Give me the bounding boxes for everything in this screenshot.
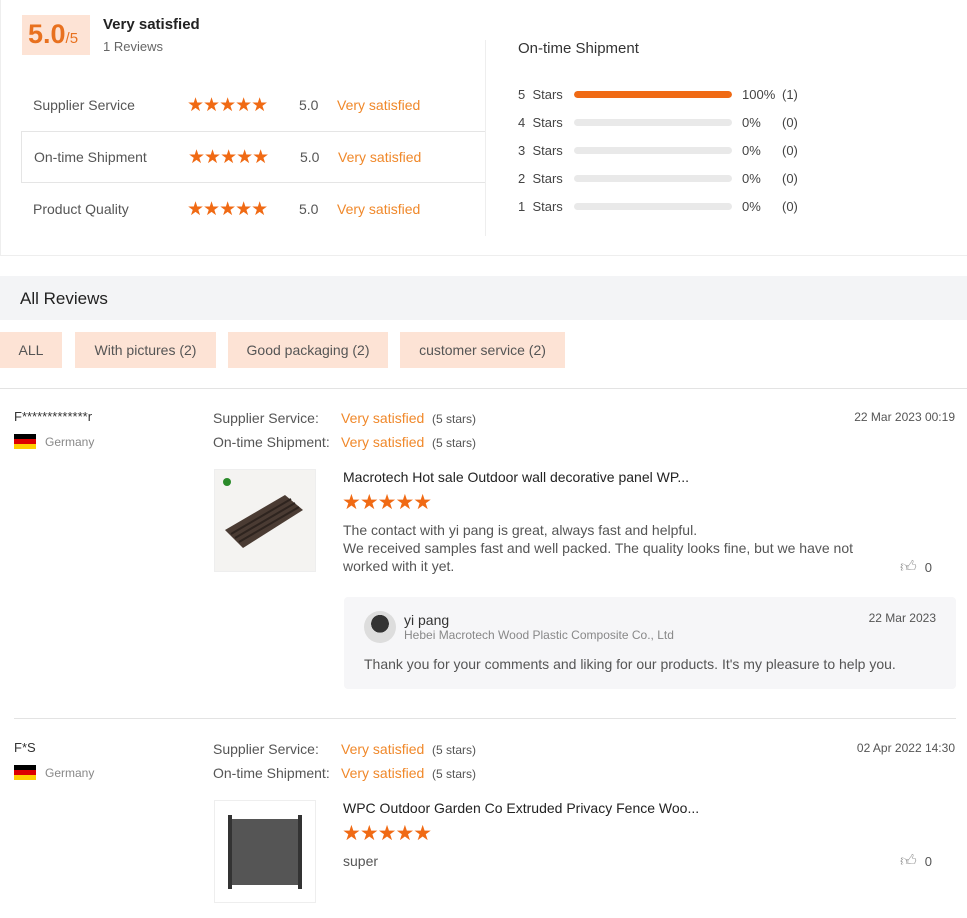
count: (0) bbox=[782, 142, 798, 158]
shipment-value: Very satisfied bbox=[341, 434, 425, 450]
progress-bar bbox=[574, 90, 732, 98]
germany-flag-icon bbox=[14, 434, 36, 449]
review-date: 22 Mar 2023 00:19 bbox=[854, 410, 955, 424]
like-count: 0 bbox=[924, 854, 932, 869]
row-text: Very satisfied bbox=[337, 97, 421, 113]
count: (0) bbox=[782, 170, 798, 186]
rating-summary bbox=[0, 0, 967, 256]
product-thumbnail[interactable] bbox=[214, 469, 316, 572]
distribution-row: 5 Stars 100% (1) bbox=[518, 84, 798, 104]
rating-row-on-time-shipment[interactable]: On-time Shipment ★★★★★ 5.0 Very satisfied bbox=[21, 131, 486, 183]
all-reviews-header: All Reviews bbox=[0, 276, 967, 320]
row-value: 5.0 bbox=[299, 201, 319, 217]
progress-bar bbox=[574, 118, 732, 126]
score-value: 5.0 bbox=[28, 19, 66, 49]
progress-fill bbox=[574, 90, 732, 98]
distribution-row: 4 Stars 0% (0) bbox=[518, 112, 798, 132]
germany-flag-icon bbox=[14, 765, 36, 780]
percent: 0% bbox=[742, 114, 761, 130]
overall-score: 5.0/5 bbox=[22, 15, 90, 55]
shipment-stars: (5 stars) bbox=[432, 436, 477, 450]
row-text: Very satisfied bbox=[337, 201, 421, 217]
supplier-service-stars: (5 stars) bbox=[432, 412, 477, 426]
reviewer-name: F*************r bbox=[14, 409, 93, 424]
supplier-service-label: Supplier Service: bbox=[213, 410, 319, 426]
rating-row-product-quality[interactable]: Product Quality ★★★★★ 5.0 Very satisfied bbox=[21, 183, 486, 235]
like-count: 0 bbox=[924, 560, 932, 575]
star-icons: ★★★★★ bbox=[188, 146, 269, 168]
distribution-title: On-time Shipment bbox=[518, 40, 639, 57]
shipment-value: Very satisfied bbox=[341, 765, 425, 781]
product-title-link[interactable]: Macrotech Hot sale Outdoor wall decorati… bbox=[343, 469, 690, 485]
review-date: 02 Apr 2022 14:30 bbox=[856, 741, 955, 755]
row-label: Product Quality bbox=[33, 201, 129, 217]
reviewer-country: Germany bbox=[45, 766, 95, 780]
star-label: 5 Stars bbox=[518, 86, 563, 102]
count: (1) bbox=[782, 86, 798, 102]
count: (0) bbox=[782, 198, 798, 214]
row-value: 5.0 bbox=[299, 97, 319, 113]
distribution-row: 1 Stars 0% (0) bbox=[518, 196, 798, 216]
row-text: Very satisfied bbox=[338, 149, 422, 165]
reviewer-name: F*S bbox=[14, 740, 36, 755]
row-label: Supplier Service bbox=[33, 97, 135, 113]
percent: 100% bbox=[742, 86, 776, 102]
row-value: 5.0 bbox=[300, 149, 320, 165]
star-label: 1 Stars bbox=[518, 198, 563, 214]
divider bbox=[0, 388, 967, 389]
shipment-label: On-time Shipment: bbox=[213, 434, 330, 450]
shipment-stars: (5 stars) bbox=[432, 767, 477, 781]
like-button[interactable]: 👍︎ 0 bbox=[900, 852, 932, 871]
supplier-service-stars: (5 stars) bbox=[432, 743, 477, 757]
star-icons: ★★★★★ bbox=[342, 491, 432, 514]
reply-name: yi pang bbox=[404, 612, 450, 628]
supplier-service-value: Very satisfied bbox=[341, 741, 425, 757]
shipment-label: On-time Shipment: bbox=[213, 765, 330, 781]
reply-date: 22 Mar 2023 bbox=[868, 611, 936, 625]
progress-bar bbox=[574, 174, 732, 182]
count: (0) bbox=[782, 114, 798, 130]
review-text: super bbox=[343, 853, 379, 869]
score-max: /5 bbox=[65, 30, 79, 47]
rating-row-supplier-service[interactable]: Supplier Service ★★★★★ 5.0 Very satisfied bbox=[21, 79, 486, 131]
star-label: 2 Stars bbox=[518, 170, 563, 186]
divider bbox=[485, 40, 486, 236]
product-title-link[interactable]: WPC Outdoor Garden Co Extruded Privacy F… bbox=[343, 800, 700, 816]
distribution-row: 3 Stars 0% (0) bbox=[518, 140, 798, 160]
review-text: The contact with yi pang is great, alway… bbox=[343, 521, 863, 575]
star-icons: ★★★★★ bbox=[187, 198, 268, 220]
star-label: 4 Stars bbox=[518, 114, 563, 130]
supplier-service-label: Supplier Service: bbox=[213, 741, 319, 757]
overall-satisfaction: Very satisfied bbox=[103, 16, 200, 33]
reply-text: Thank you for your comments and liking f… bbox=[364, 656, 896, 672]
star-icons: ★★★★★ bbox=[187, 94, 268, 116]
product-thumbnail[interactable] bbox=[214, 800, 316, 903]
review-count: 1 Reviews bbox=[103, 39, 163, 54]
avatar bbox=[364, 611, 396, 643]
distribution-row: 2 Stars 0% (0) bbox=[518, 168, 798, 188]
filter-all[interactable]: ALL bbox=[0, 332, 62, 368]
percent: 0% bbox=[742, 142, 761, 158]
progress-bar bbox=[574, 202, 732, 210]
thumbs-up-icon: 👍︎ bbox=[900, 559, 917, 576]
supplier-service-value: Very satisfied bbox=[341, 410, 425, 426]
filter-customer-service[interactable]: customer service (2) bbox=[400, 332, 565, 368]
progress-bar bbox=[574, 146, 732, 154]
star-icons: ★★★★★ bbox=[342, 822, 432, 845]
filter-with-pictures[interactable]: With pictures (2) bbox=[75, 332, 216, 368]
filter-good-packaging[interactable]: Good packaging (2) bbox=[228, 332, 388, 368]
thumbs-up-icon: 👍︎ bbox=[900, 853, 917, 870]
reviewer-country: Germany bbox=[45, 435, 95, 449]
review-text-line: The contact with yi pang is great, alway… bbox=[343, 522, 698, 538]
row-label: On-time Shipment bbox=[34, 149, 147, 165]
review-text-line: We received samples fast and well packed… bbox=[343, 540, 853, 574]
percent: 0% bbox=[742, 170, 761, 186]
like-button[interactable]: 👍︎ 0 bbox=[900, 558, 932, 577]
star-label: 3 Stars bbox=[518, 142, 563, 158]
supplier-reply: yi pang Hebei Macrotech Wood Plastic Com… bbox=[344, 597, 956, 689]
reply-company: Hebei Macrotech Wood Plastic Composite C… bbox=[404, 628, 674, 642]
percent: 0% bbox=[742, 198, 761, 214]
divider bbox=[14, 718, 956, 719]
